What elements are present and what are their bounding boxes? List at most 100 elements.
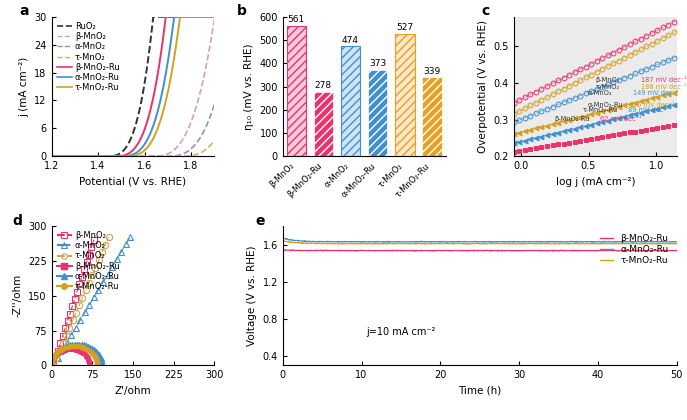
β-MnO₂-Ru <box>58 348 66 353</box>
α-MnO₂ <box>222 56 230 61</box>
α-MnO₂-Ru <box>87 344 95 349</box>
τ-MnO₂-Ru <box>89 353 98 358</box>
β-MnO₂ <box>58 154 67 159</box>
τ-MnO₂-Ru <box>55 349 63 354</box>
RuO₂ <box>180 14 188 19</box>
α-MnO₂ <box>71 325 80 330</box>
α-MnO₂ <box>85 302 93 307</box>
τ-MnO₂-Ru <box>180 14 188 19</box>
α-MnO₂-Ru <box>78 341 86 346</box>
Y-axis label: η₁₀ (mV vs. RHE): η₁₀ (mV vs. RHE) <box>244 43 254 130</box>
Line: α-MnO₂: α-MnO₂ <box>50 234 133 368</box>
β-MnO₂-Ru <box>54 351 62 356</box>
α-MnO₂-Ru <box>47 363 56 368</box>
τ-MnO₂ <box>58 154 67 159</box>
α-MnO₂-Ru <box>68 341 76 346</box>
α-MnO₂-Ru <box>98 363 106 368</box>
τ-MnO₂-Ru <box>74 344 82 349</box>
β-MnO₂-Ru <box>63 347 71 352</box>
β-MnO₂-Ru <box>153 74 161 79</box>
α-MnO₂-Ru <box>673 239 681 244</box>
Bar <box>286 26 306 156</box>
RuO₂ <box>153 14 161 19</box>
β-MnO₂-Ru <box>75 348 83 353</box>
β-MnO₂-Ru <box>56 349 65 354</box>
β-MnO₂-Ru <box>319 248 328 253</box>
α-MnO₂-Ru <box>170 14 179 19</box>
α-MnO₂-Ru <box>52 352 60 357</box>
Y-axis label: -Z''/ohm: -Z''/ohm <box>12 274 23 317</box>
α-MnO₂-Ru <box>180 14 188 19</box>
α-MnO₂-Ru <box>58 345 66 350</box>
β-MnO₂-Ru <box>47 154 56 159</box>
α-MnO₂-Ru <box>98 359 106 364</box>
β-MnO₂-Ru <box>85 358 93 363</box>
β-MnO₂-Ru <box>594 248 602 253</box>
β-MnO₂-Ru <box>50 354 58 360</box>
β-MnO₂-Ru <box>61 347 69 352</box>
α-MnO₂-Ru <box>98 361 106 366</box>
α-MnO₂-Ru <box>73 341 81 346</box>
RuO₂ <box>222 14 230 19</box>
α-MnO₂-Ru <box>48 359 56 364</box>
RuO₂ <box>148 18 157 23</box>
Line: τ-MnO₂-Ru: τ-MnO₂-Ru <box>52 17 226 156</box>
τ-MnO₂ <box>62 333 70 338</box>
α-MnO₂-Ru <box>159 88 167 93</box>
τ-MnO₂ <box>98 250 106 255</box>
α-MnO₂ <box>76 318 85 323</box>
β-MnO₂ <box>54 348 62 353</box>
Line: τ-MnO₂-Ru: τ-MnO₂-Ru <box>49 344 100 368</box>
β-MnO₂ <box>222 14 230 19</box>
τ-MnO₂-Ru <box>82 346 91 351</box>
β-MnO₂ <box>52 355 60 360</box>
τ-MnO₂-Ru <box>93 363 101 368</box>
τ-MnO₂-Ru <box>89 351 97 356</box>
α-MnO₂-Ru <box>93 350 102 355</box>
β-MnO₂ <box>63 319 71 324</box>
β-MnO₂ <box>56 341 65 346</box>
α-MnO₂-Ru <box>85 343 93 348</box>
τ-MnO₂-Ru <box>48 359 56 364</box>
α-MnO₂-Ru <box>198 14 206 19</box>
τ-MnO₂-Ru <box>279 239 287 244</box>
Text: 149 mV dec⁻¹: 149 mV dec⁻¹ <box>633 90 679 96</box>
τ-MnO₂-Ru <box>72 344 80 349</box>
τ-MnO₂-Ru <box>198 14 206 19</box>
τ-MnO₂-Ru <box>52 351 60 356</box>
τ-MnO₂-Ru <box>51 353 59 358</box>
τ-MnO₂-Ru <box>93 361 101 366</box>
Line: β-MnO₂-Ru: β-MnO₂-Ru <box>49 346 92 368</box>
β-MnO₂-Ru <box>438 248 447 253</box>
α-MnO₂-Ru <box>54 348 63 353</box>
Text: e: e <box>255 213 264 228</box>
τ-MnO₂-Ru <box>453 241 461 246</box>
X-axis label: Potential (V vs. RHE): Potential (V vs. RHE) <box>80 177 186 186</box>
τ-MnO₂-Ru <box>159 111 167 116</box>
X-axis label: Z'/ohm: Z'/ohm <box>115 386 151 396</box>
β-MnO₂ <box>198 84 206 89</box>
τ-MnO₂ <box>56 348 64 353</box>
α-MnO₂-Ru <box>49 355 58 360</box>
τ-MnO₂-Ru <box>70 344 78 349</box>
τ-MnO₂-Ru <box>93 359 101 364</box>
β-MnO₂-Ru <box>71 347 80 352</box>
β-MnO₂ <box>211 14 219 19</box>
α-MnO₂-Ru <box>222 14 230 19</box>
α-MnO₂-Ru <box>50 353 58 358</box>
β-MnO₂-Ru <box>85 361 93 366</box>
α-MnO₂-Ru <box>438 239 446 244</box>
β-MnO₂-Ru <box>80 352 89 357</box>
α-MnO₂-Ru <box>76 341 84 346</box>
τ-MnO₂ <box>69 318 77 323</box>
α-MnO₂ <box>90 295 98 300</box>
τ-MnO₂-Ru <box>153 126 161 131</box>
Text: 373: 373 <box>369 59 386 68</box>
Line: β-MnO₂: β-MnO₂ <box>50 237 97 368</box>
τ-MnO₂-Ru <box>91 354 99 359</box>
τ-MnO₂ <box>101 242 109 247</box>
τ-MnO₂-Ru <box>587 241 595 246</box>
β-MnO₂-Ru <box>74 348 82 353</box>
Legend: RuO₂, β-MnO₂, α-MnO₂, τ-MnO₂, β-MnO₂-Ru, α-MnO₂-Ru, τ-MnO₂-Ru: RuO₂, β-MnO₂, α-MnO₂, τ-MnO₂, β-MnO₂-Ru,… <box>53 18 123 96</box>
τ-MnO₂ <box>59 340 67 345</box>
